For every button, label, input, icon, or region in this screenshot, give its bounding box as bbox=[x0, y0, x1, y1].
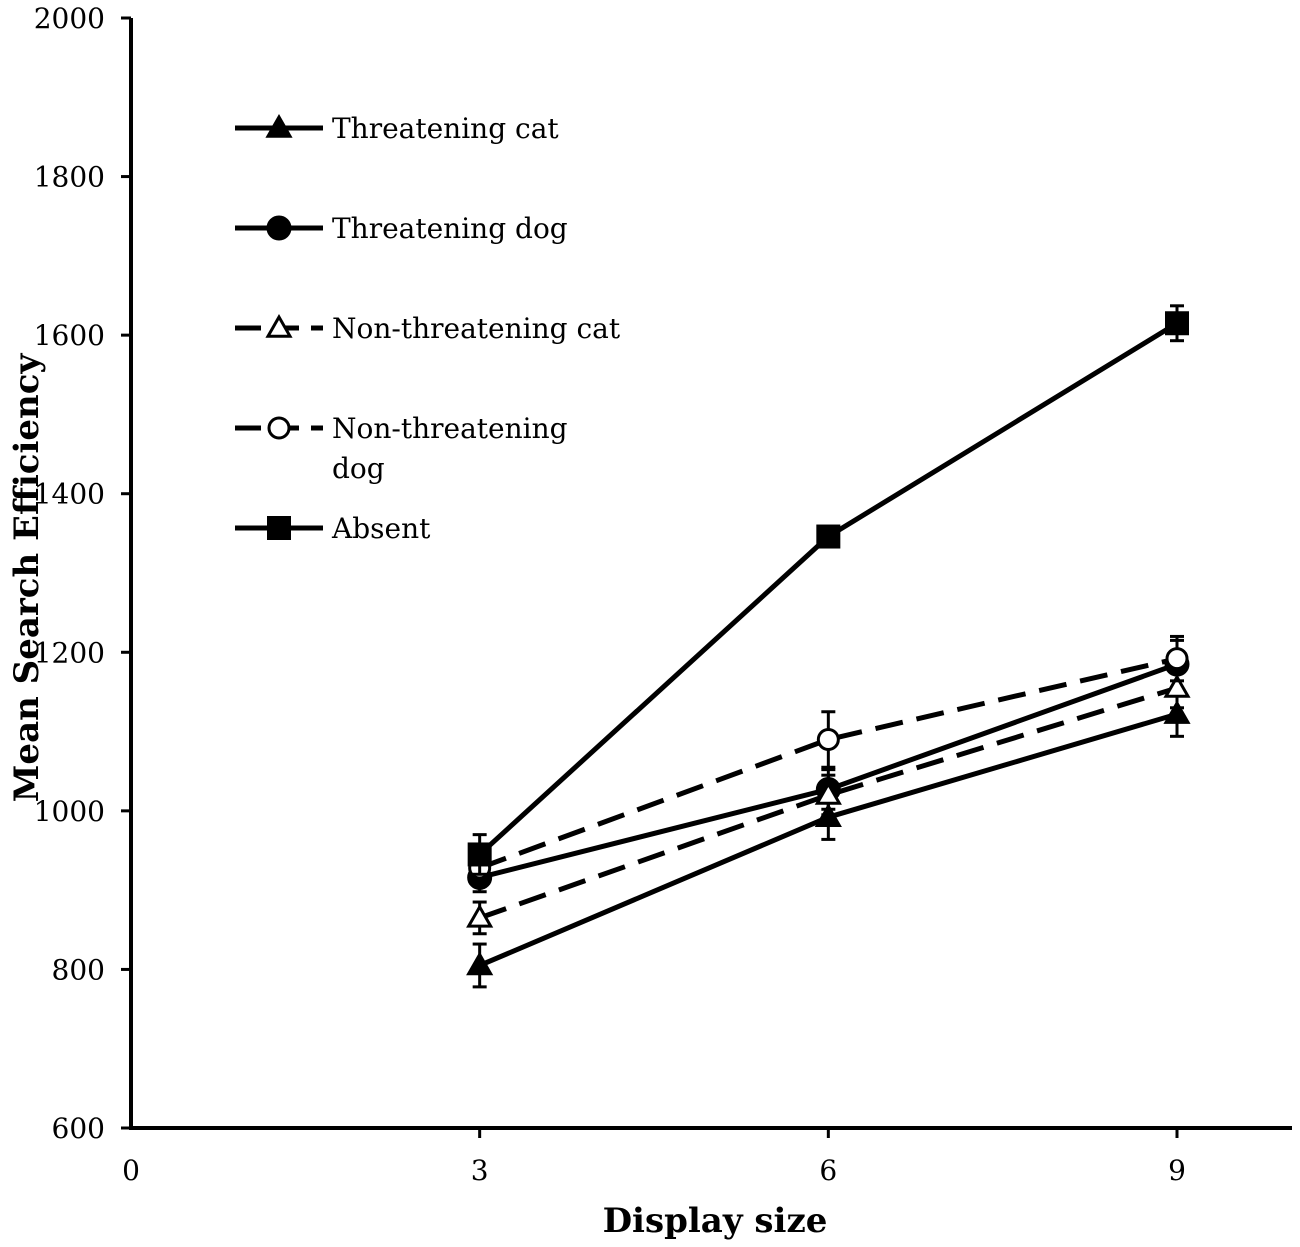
triangle-open-marker bbox=[466, 903, 494, 928]
square-filled-marker bbox=[816, 524, 841, 549]
triangle-open-marker bbox=[265, 313, 293, 338]
y-tick-label: 1800 bbox=[34, 161, 105, 194]
x-tick-label: 3 bbox=[471, 1154, 489, 1187]
y-tick-label: 1400 bbox=[34, 478, 105, 511]
legend-item: Absent bbox=[235, 512, 431, 545]
y-axis-title: Mean Search Efficiency bbox=[7, 353, 47, 803]
series-threatening-cat bbox=[466, 690, 1191, 989]
circle-open-marker bbox=[1165, 647, 1189, 671]
legend-label: dog bbox=[332, 452, 385, 485]
series-absent bbox=[467, 304, 1189, 876]
legend-item: Non-threatening dog bbox=[235, 412, 568, 485]
series-non-threatening-dog bbox=[468, 634, 1189, 886]
legend-label: Threatening cat bbox=[332, 112, 559, 145]
legend-label: Non-threatening cat bbox=[332, 312, 621, 345]
series-layer bbox=[466, 304, 1191, 989]
triangle-filled-marker bbox=[265, 113, 293, 138]
x-tick-label: 0 bbox=[122, 1154, 140, 1187]
legend-label: Threatening dog bbox=[332, 212, 568, 245]
legend-label: Absent bbox=[331, 512, 431, 545]
triangle-open-marker bbox=[1163, 673, 1191, 698]
y-tick-label: 2000 bbox=[34, 2, 105, 35]
x-axis-title: Display size bbox=[603, 1201, 828, 1241]
y-tick-label: 800 bbox=[52, 953, 105, 986]
series-non-threatening-cat bbox=[466, 666, 1191, 936]
triangle-open-marker bbox=[814, 780, 842, 805]
axes: 600 800 1000 1200 1400 1600 1800 2000 0 3 6 9 bbox=[34, 2, 1292, 1187]
series-line bbox=[478, 685, 1178, 921]
circle-open-marker bbox=[816, 728, 840, 751]
series-line bbox=[478, 656, 1178, 871]
square-filled-marker bbox=[267, 516, 291, 540]
y-tick-label: 1200 bbox=[34, 636, 105, 669]
y-tick-label: 600 bbox=[52, 1112, 105, 1145]
legend-item: Threatening cat bbox=[235, 112, 559, 145]
square-filled-marker bbox=[467, 842, 492, 867]
circle-filled-marker bbox=[266, 215, 292, 241]
legend: Threatening cat Threatening dog Non-threat… bbox=[235, 112, 621, 545]
x-tick-label: 6 bbox=[819, 1154, 837, 1187]
y-tick-label: 1600 bbox=[34, 319, 105, 352]
y-tick-label: 1000 bbox=[34, 795, 105, 828]
legend-item: Non-threatening cat bbox=[235, 312, 621, 345]
triangle-filled-marker bbox=[466, 951, 494, 976]
circle-open-marker bbox=[267, 416, 291, 440]
square-filled-marker bbox=[1165, 311, 1189, 336]
legend-item: Threatening dog bbox=[235, 212, 568, 245]
triangle-filled-marker bbox=[1163, 700, 1191, 724]
legend-label: Non-threatening bbox=[332, 412, 568, 445]
x-tick-label: 9 bbox=[1168, 1154, 1186, 1187]
